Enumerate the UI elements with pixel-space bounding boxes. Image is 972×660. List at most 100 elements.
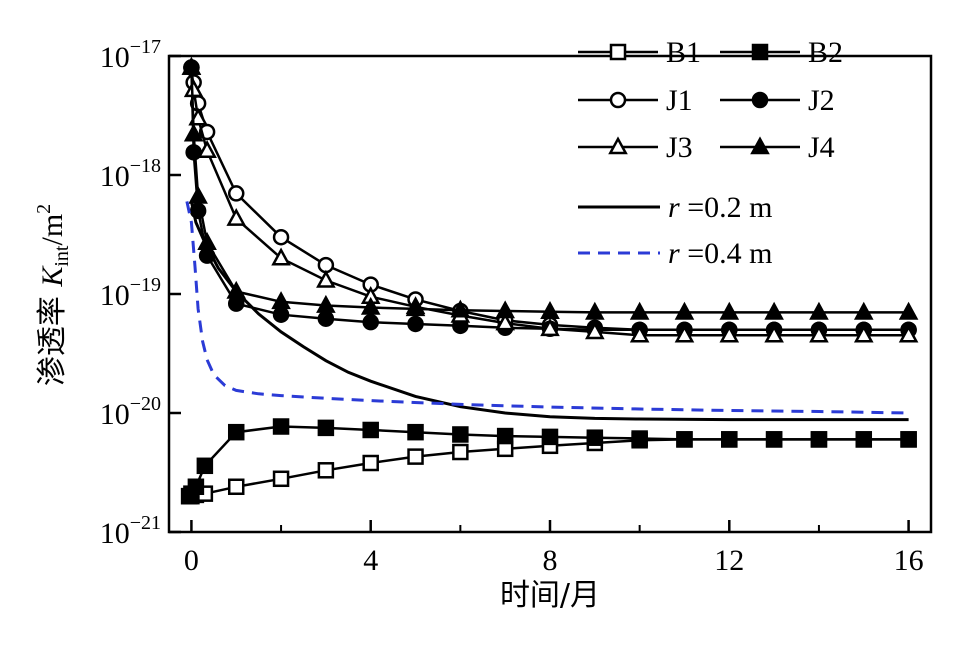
- y-axis-title-symbol: K: [36, 265, 69, 288]
- data-point-j3: [585, 321, 605, 340]
- legend-marker: [608, 136, 628, 155]
- data-point-j4: [181, 56, 202, 75]
- series-line-j2: [190, 67, 909, 332]
- y-tick-label: 10−18: [100, 155, 161, 193]
- data-point-j4: [405, 298, 426, 317]
- series-j4: [181, 56, 919, 320]
- series-j3: [181, 56, 919, 343]
- legend-item-r-0-4-m: r =0.4 m: [578, 237, 772, 270]
- data-point-j3: [674, 324, 695, 343]
- series-line-j4: [190, 67, 909, 314]
- data-point-j4: [809, 301, 829, 320]
- series-j2: [183, 59, 917, 339]
- data-point-b2: [721, 431, 738, 448]
- data-point-b2: [631, 430, 648, 447]
- data-point-b2: [196, 457, 214, 475]
- legend-marker: [750, 136, 770, 155]
- y-tick-label: 10−17: [100, 36, 161, 74]
- legend-label: J3: [666, 131, 693, 164]
- data-point-j2: [407, 315, 424, 333]
- series-r-0-4-m: [185, 201, 909, 415]
- legend-label: B1: [666, 36, 701, 69]
- data-point-b2: [317, 419, 335, 437]
- data-point-j4: [585, 301, 605, 320]
- x-tick-label: 16: [894, 544, 924, 577]
- data-point-j3: [809, 324, 829, 343]
- data-point-j3: [853, 324, 874, 343]
- data-point-b1: [317, 462, 335, 479]
- y-tick-label: 10−21: [100, 512, 161, 550]
- data-point-b2: [187, 478, 205, 496]
- data-point-j3: [316, 269, 336, 288]
- data-point-j4: [188, 185, 208, 204]
- y-axis-title-prefix: 渗透率: [35, 287, 70, 387]
- data-point-j4: [764, 301, 784, 320]
- legend-label: J1: [666, 84, 693, 117]
- data-point-b2: [541, 428, 559, 446]
- data-point-j3: [495, 312, 515, 331]
- data-point-b1: [452, 443, 469, 461]
- data-point-b1: [272, 470, 290, 488]
- data-point-b2: [452, 426, 469, 443]
- series-line-r-0-4-m: [185, 201, 909, 415]
- data-point-j4: [183, 123, 204, 142]
- series-line-j3: [190, 67, 909, 337]
- data-point-b1: [362, 454, 379, 472]
- data-point-j3: [540, 318, 560, 337]
- legend-item-j1: J1: [578, 84, 693, 117]
- data-point-j4: [674, 301, 695, 320]
- data-point-j4: [450, 299, 471, 318]
- series-layer: [180, 56, 919, 505]
- legend-marker: [609, 43, 627, 61]
- data-point-j3: [226, 207, 247, 226]
- legend-item-b2: B2: [720, 36, 843, 69]
- series-j1: [183, 59, 917, 339]
- data-point-j4: [898, 301, 919, 320]
- data-point-j4: [360, 296, 381, 315]
- data-point-j4: [495, 300, 515, 319]
- data-point-b2: [810, 431, 828, 448]
- series-line-r-0-2-m: [189, 201, 909, 422]
- data-point-j4: [853, 301, 874, 320]
- data-point-j2: [362, 313, 379, 331]
- legend-marker: [751, 43, 769, 61]
- legend-label: J2: [808, 84, 835, 117]
- data-point-j4: [629, 301, 650, 320]
- data-point-j4: [540, 301, 560, 319]
- legend-marker: [609, 91, 627, 109]
- y-tick-label: 10−19: [100, 274, 161, 312]
- x-tick-label: 0: [184, 544, 199, 577]
- y-tick-label: 10−20: [100, 393, 161, 431]
- data-point-j3: [719, 324, 740, 343]
- legend-item-b1: B1: [578, 36, 701, 69]
- y-axis-title-unit: /m: [36, 214, 69, 246]
- data-point-b2: [676, 431, 693, 448]
- ticks-layer: 0 4 8 12 16 10−17 10−18 10−19 10−20 10−21: [100, 36, 924, 577]
- data-point-b2: [765, 431, 783, 448]
- data-point-b2: [586, 429, 604, 446]
- data-point-j2: [272, 306, 290, 323]
- legend-item-j2: J2: [720, 84, 835, 117]
- legend-label: r =0.4 m: [668, 237, 772, 270]
- legend-label: B2: [808, 36, 843, 69]
- y-axis-title: 渗透率 Kint/m2: [33, 204, 73, 386]
- x-axis-title: 时间/月: [500, 578, 600, 613]
- series-r-0-2-m: [189, 201, 909, 422]
- plot-frame: [167, 54, 933, 534]
- data-point-b2: [496, 427, 514, 445]
- x-tick-label: 8: [543, 544, 558, 577]
- y-axis-title-unit-sup: 2: [33, 204, 55, 214]
- data-point-j4: [271, 291, 291, 310]
- x-tick-label: 4: [363, 544, 378, 577]
- legend-label: r =0.2 m: [668, 191, 772, 224]
- data-point-j3: [898, 324, 919, 343]
- legend: B1 B2 J1 J2 J3 J4 r =0.2 m r =0.4 m: [578, 36, 843, 270]
- data-point-b2: [272, 418, 290, 435]
- y-axis-title-subscript: int: [51, 245, 73, 267]
- data-point-j3: [197, 140, 217, 158]
- svg-text:渗透率 Kint/m2: 渗透率 Kint/m2: [33, 204, 73, 386]
- legend-item-j4: J4: [720, 131, 835, 164]
- data-point-b2: [362, 421, 379, 439]
- series-line-j1: [190, 67, 909, 332]
